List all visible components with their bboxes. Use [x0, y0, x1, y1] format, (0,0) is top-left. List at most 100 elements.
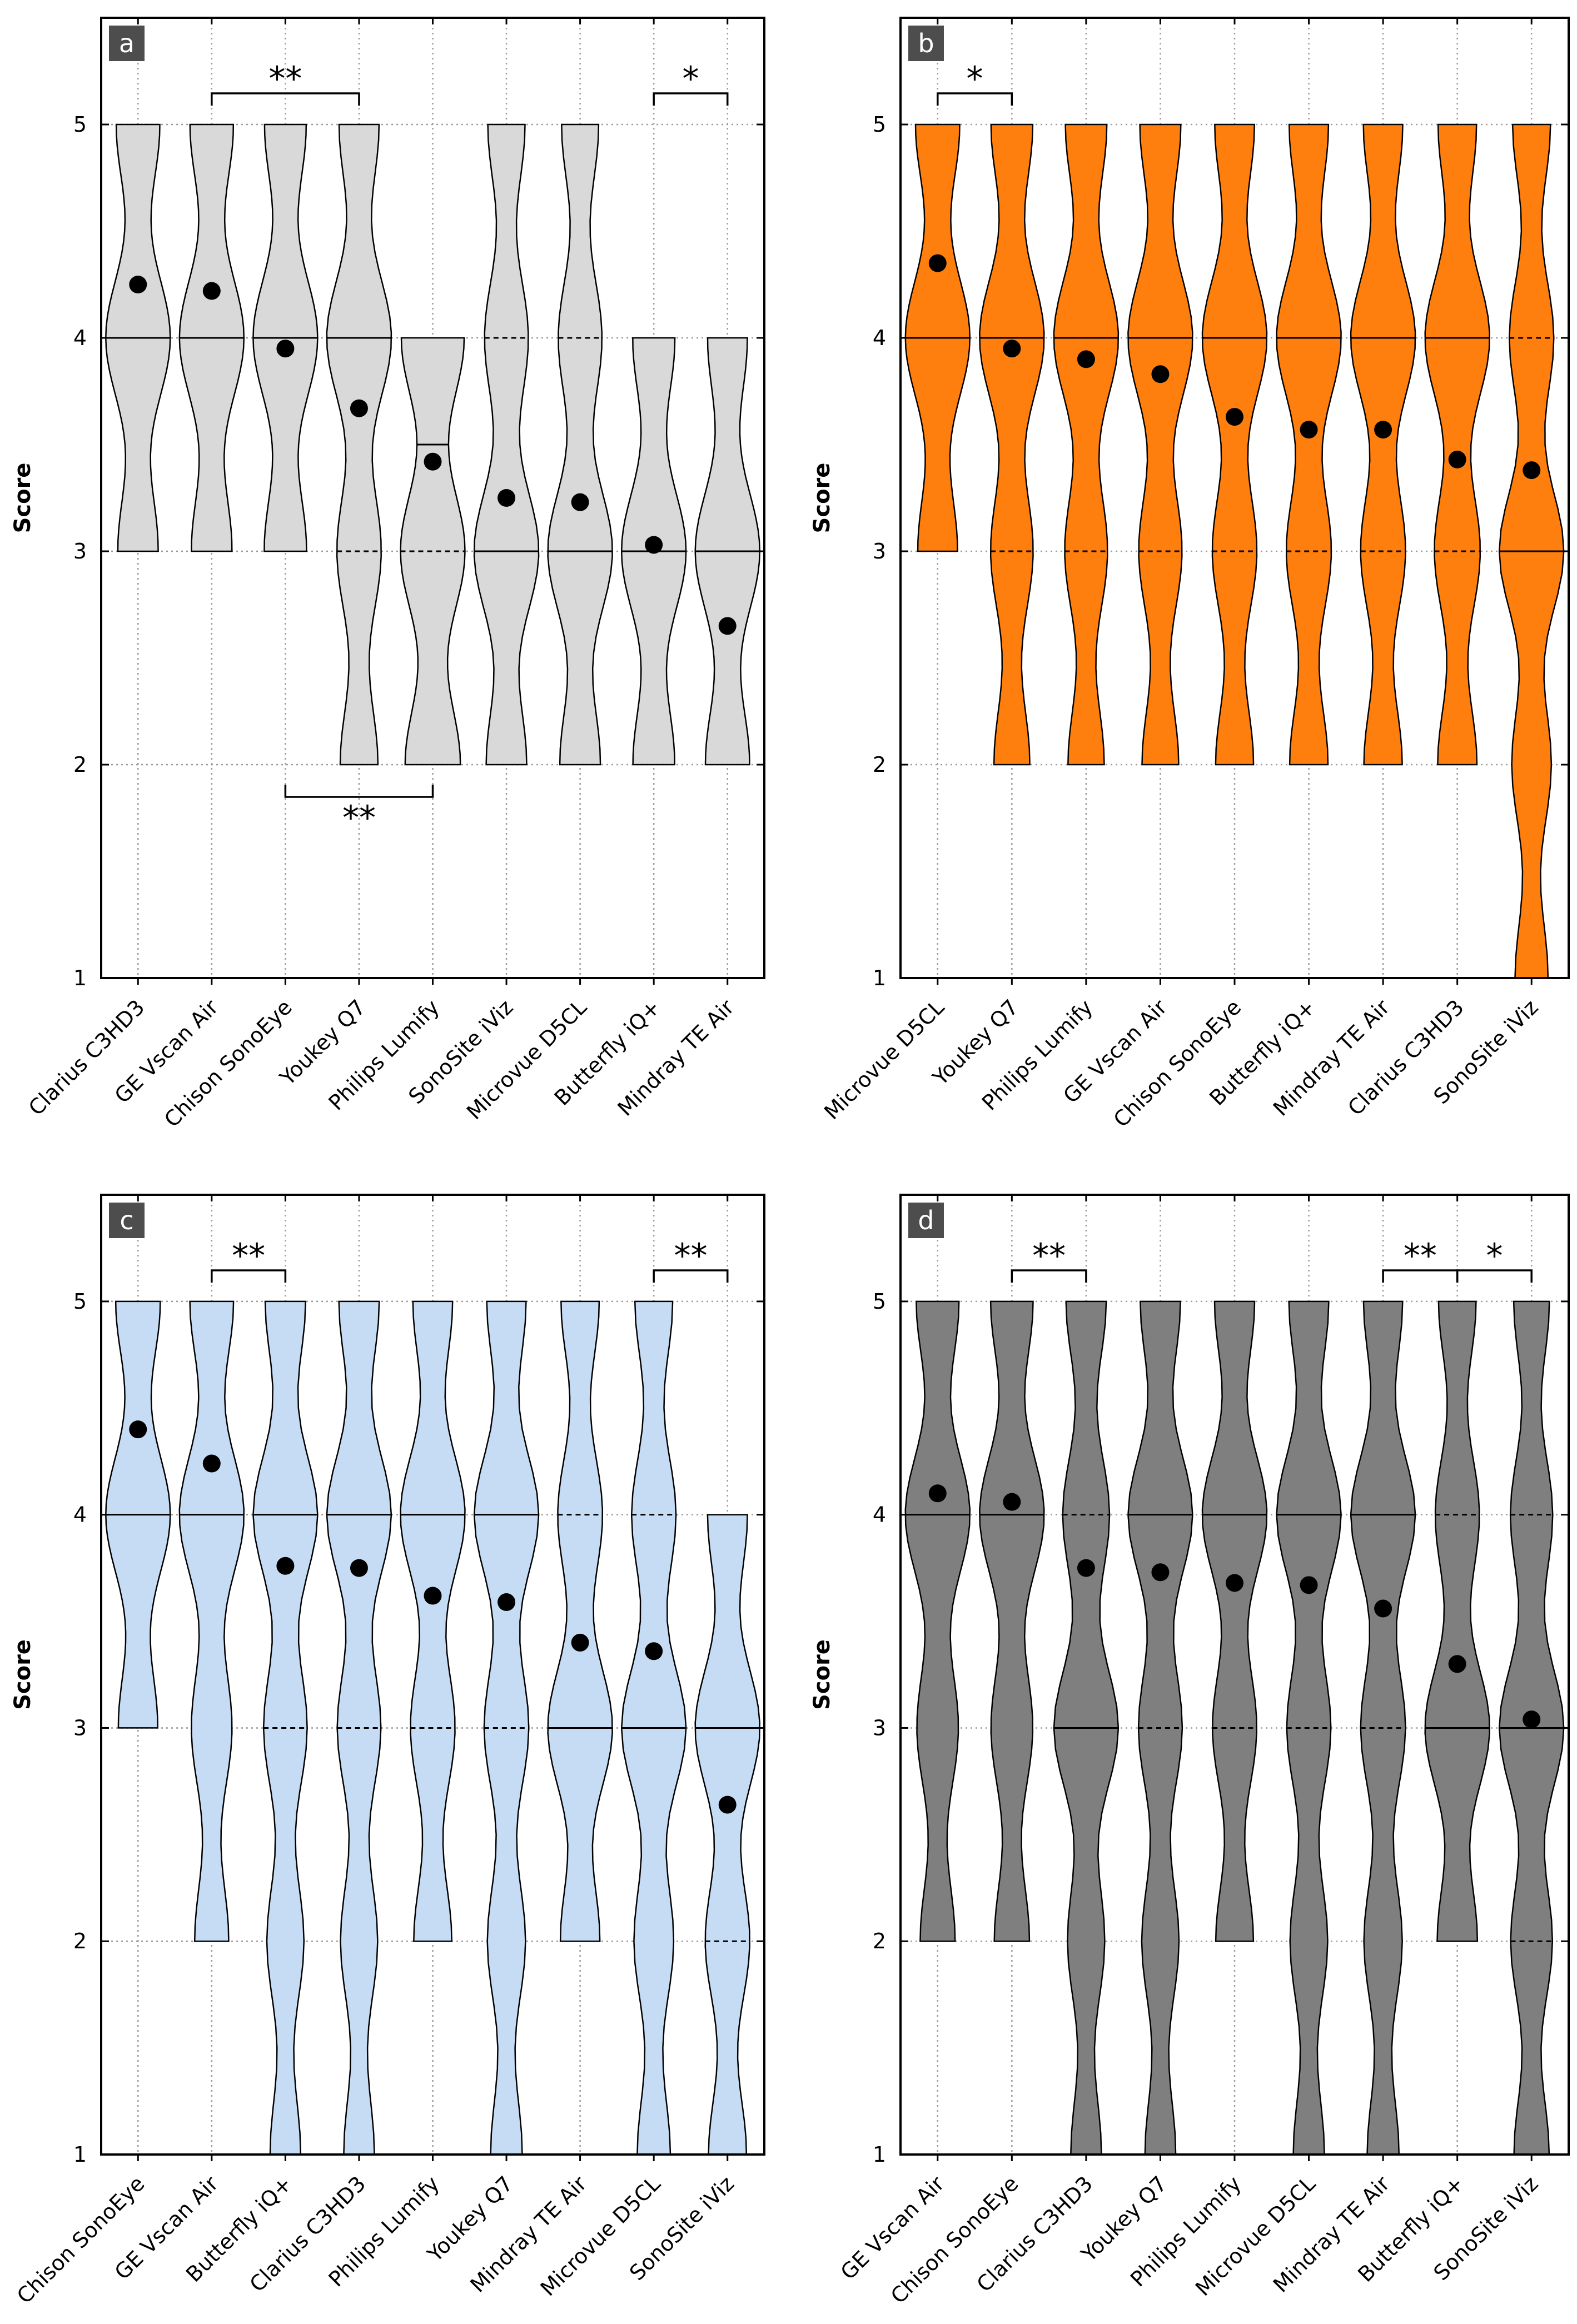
panel-letter: c	[120, 1205, 133, 1235]
y-tick-label: 5	[73, 112, 87, 137]
significance-label: **	[1404, 1236, 1437, 1275]
significance-bracket: *	[937, 59, 1013, 106]
y-tick-label: 4	[873, 326, 886, 350]
bracket-line	[1456, 1269, 1533, 1283]
mean-point	[1448, 1655, 1466, 1673]
y-tick-label: 3	[73, 539, 87, 563]
plot-frame	[899, 17, 1570, 979]
panel-letter-badge	[109, 1203, 145, 1238]
y-tick-label: 4	[73, 1503, 87, 1527]
mean-point	[424, 452, 442, 471]
mean-point	[1151, 1563, 1170, 1582]
significance-label: *	[682, 59, 699, 98]
significance-label: **	[342, 799, 376, 837]
mean-point	[1077, 350, 1095, 368]
y-axis-title: Score	[10, 1639, 36, 1710]
panel-letter: d	[918, 1205, 934, 1235]
panel-letter-badge	[908, 1203, 944, 1238]
y-tick-label: 1	[873, 2142, 886, 2167]
bracket-line	[653, 1269, 729, 1283]
mean-point	[1374, 421, 1392, 439]
violin-clarius-c3hd3	[1424, 123, 1490, 766]
mean-point	[718, 617, 737, 635]
category-label: Chison SonoEye	[1109, 995, 1246, 1132]
y-tick-label: 4	[873, 1503, 886, 1527]
mean-point	[1448, 450, 1466, 468]
significance-bracket: **	[211, 1236, 287, 1283]
y-tick-label: 5	[873, 112, 886, 137]
violin-philips-lumify	[400, 337, 466, 766]
panel-letter: a	[119, 28, 135, 58]
significance-label: *	[967, 59, 983, 98]
y-tick-label: 2	[873, 1929, 886, 1953]
violin-ge-vscan-air	[904, 1300, 971, 1942]
violin-mindray-te-air	[1350, 123, 1416, 766]
mean-point	[498, 1593, 516, 1612]
mean-point	[645, 536, 663, 554]
mean-point	[129, 276, 147, 293]
y-tick-label: 2	[73, 1929, 87, 1953]
y-tick-label: 4	[73, 326, 87, 350]
mean-point	[202, 1454, 221, 1473]
mean-point	[645, 1642, 663, 1660]
bracket-line	[211, 1269, 287, 1283]
mean-point	[1226, 408, 1243, 426]
significance-label: *	[1486, 1236, 1503, 1275]
y-tick-label: 3	[873, 1715, 886, 1740]
mean-point	[1300, 1576, 1318, 1594]
category-label: Microvue D5CL	[819, 995, 949, 1124]
mean-point	[1226, 1574, 1243, 1592]
significance-bracket: **	[211, 59, 360, 106]
y-tick-label: 1	[73, 966, 87, 990]
y-tick-label: 5	[873, 1289, 886, 1314]
panel-letter: b	[918, 28, 934, 58]
plot-frame	[899, 1194, 1570, 2156]
significance-bracket: **	[1011, 1236, 1087, 1283]
mean-point	[424, 1587, 442, 1605]
y-tick-label: 5	[73, 1289, 87, 1314]
y-tick-label: 2	[873, 752, 886, 777]
mean-point	[1077, 1559, 1095, 1577]
y-tick-label: 2	[73, 752, 87, 777]
bracket-line	[653, 92, 729, 106]
plot-frame	[100, 17, 765, 979]
plot-frame	[100, 1194, 765, 2156]
violin-chison-sonoeye	[1201, 123, 1268, 766]
significance-label: **	[268, 59, 302, 98]
significance-label: **	[232, 1236, 265, 1275]
mean-point	[350, 1559, 368, 1577]
mean-point	[1374, 1599, 1392, 1618]
mean-point	[1151, 365, 1170, 383]
significance-bracket: **	[653, 1236, 729, 1283]
y-tick-label: 3	[873, 539, 886, 563]
mean-point	[498, 489, 516, 507]
mean-point	[350, 399, 368, 417]
mean-point	[276, 340, 295, 358]
violin-ge-vscan-air	[178, 1300, 245, 1942]
mean-point	[1003, 1493, 1021, 1511]
significance-bracket: *	[1456, 1236, 1533, 1283]
violin-philips-lumify	[1053, 123, 1120, 766]
significance-label: **	[1032, 1236, 1066, 1275]
y-axis-title: Score	[10, 463, 36, 533]
y-axis-title: Score	[809, 463, 835, 533]
violin-philips-lumify	[400, 1300, 466, 1942]
y-axis-title: Score	[809, 1639, 835, 1710]
bracket-line	[211, 92, 360, 106]
mean-point	[1523, 461, 1541, 480]
category-label: Chison SonoEye	[160, 995, 297, 1132]
violin-butterfly-iq-	[1424, 1300, 1490, 1942]
mean-point	[928, 254, 947, 272]
mean-point	[928, 1484, 947, 1503]
significance-label: **	[674, 1236, 707, 1275]
mean-point	[129, 1420, 147, 1439]
y-tick-label: 1	[73, 2142, 87, 2167]
violin-ge-vscan-air	[1127, 123, 1193, 766]
violin-chison-sonoeye	[979, 1300, 1045, 1942]
mean-point	[276, 1557, 295, 1575]
violin-philips-lumify	[1201, 1300, 1268, 1942]
